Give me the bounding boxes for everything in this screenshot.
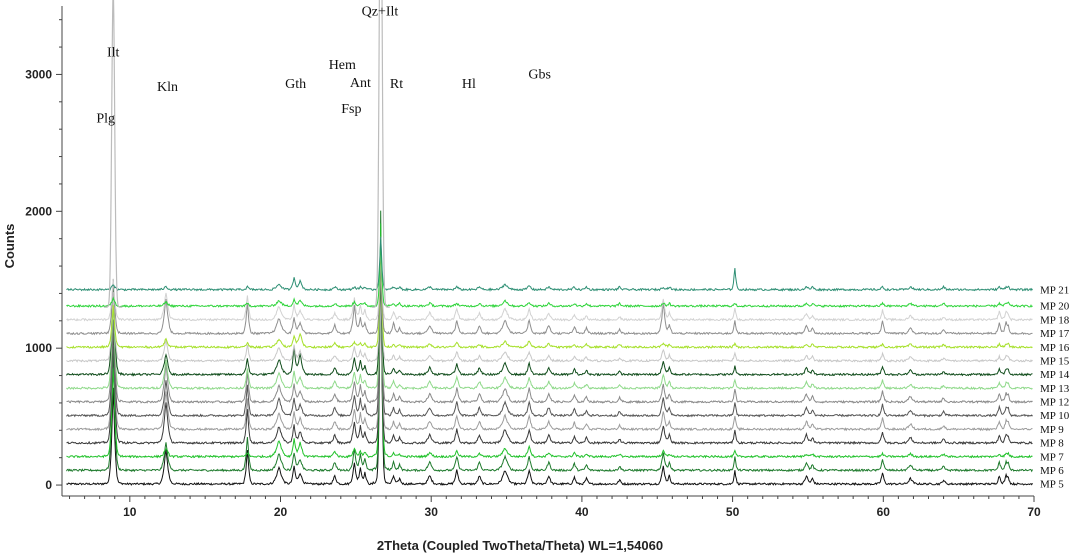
mineral-label: Ant [350, 76, 371, 91]
series-line-mp-17 [66, 238, 1033, 336]
series-line-mp-18 [66, 237, 1033, 322]
plot-area [66, 0, 1033, 487]
series-label: MP 16 [1040, 342, 1070, 354]
x-tick-label: 40 [575, 505, 589, 519]
series-line-mp-5 [66, 238, 1033, 487]
mineral-label: Hl [462, 77, 476, 92]
series-line-mp-13 [66, 236, 1033, 391]
mineral-label: Qz+Ilt [362, 5, 399, 20]
y-tick-label: 3000 [25, 67, 52, 81]
x-tick-label: 20 [274, 505, 288, 519]
x-tick-group: 10 20 30 40 50 60 70 [69, 496, 1041, 519]
series-line-mp-9 [66, 238, 1033, 432]
series-label: MP 7 [1040, 451, 1064, 463]
series-line-mp-12 [66, 238, 1033, 404]
overlay-spike-ilt [104, 0, 123, 308]
mineral-label-group: Ilt Kln Plg Gth Hem Ant Fsp Qz+Ilt Rt Hl Gbs [96, 5, 551, 127]
series-line-mp-10 [66, 236, 1033, 418]
series-line-mp-16 [66, 237, 1033, 350]
y-tick-label: 1000 [25, 341, 52, 355]
x-axis-title: 2Theta (Coupled TwoTheta/Theta) WL=1,540… [377, 538, 663, 553]
axes [61, 6, 1034, 497]
series-label: MP 21 [1040, 284, 1069, 296]
series-label: MP 6 [1040, 465, 1064, 477]
series-line-mp-7 [66, 223, 1033, 459]
x-tick-label: 50 [726, 505, 740, 519]
mineral-label: Plg [96, 111, 115, 126]
series-line-mp-21 [66, 236, 1033, 292]
series-label: MP 15 [1040, 355, 1070, 367]
y-tick-group: 0 1000 2000 3000 [25, 19, 62, 492]
mineral-label: Hem [329, 58, 356, 73]
mineral-label: Gth [285, 77, 306, 92]
series-line-mp-6 [66, 210, 1033, 473]
series-line-mp-14 [66, 238, 1033, 377]
x-tick-label: 60 [877, 505, 891, 519]
y-tick-label: 2000 [25, 204, 52, 218]
series-line-mp-15 [66, 237, 1033, 363]
mineral-label: Gbs [528, 68, 551, 83]
series-label: MP 14 [1040, 369, 1070, 381]
x-tick-label: 30 [425, 505, 439, 519]
overlay-spike-qz [371, 0, 390, 308]
series-label: MP 20 [1040, 301, 1070, 313]
series-line-mp-20 [66, 239, 1033, 309]
x-tick-label: 10 [123, 505, 137, 519]
y-axis-title: Counts [2, 224, 17, 269]
series-label: MP 17 [1040, 328, 1070, 340]
mineral-label: Fsp [341, 102, 361, 117]
y-tick-label: 0 [45, 478, 52, 492]
series-label: MP 9 [1040, 424, 1064, 436]
series-label: MP 8 [1040, 438, 1064, 450]
series-label: MP 5 [1040, 479, 1064, 491]
mineral-label: Rt [390, 77, 403, 92]
x-tick-label: 70 [1027, 505, 1041, 519]
series-label: MP 13 [1040, 383, 1070, 395]
series-label: MP 18 [1040, 314, 1070, 326]
series-line-mp-8 [66, 237, 1033, 446]
mineral-label: Kln [157, 80, 178, 95]
series-label: MP 12 [1040, 397, 1069, 409]
series-label: MP 10 [1040, 410, 1070, 422]
mineral-label: Ilt [107, 46, 120, 61]
